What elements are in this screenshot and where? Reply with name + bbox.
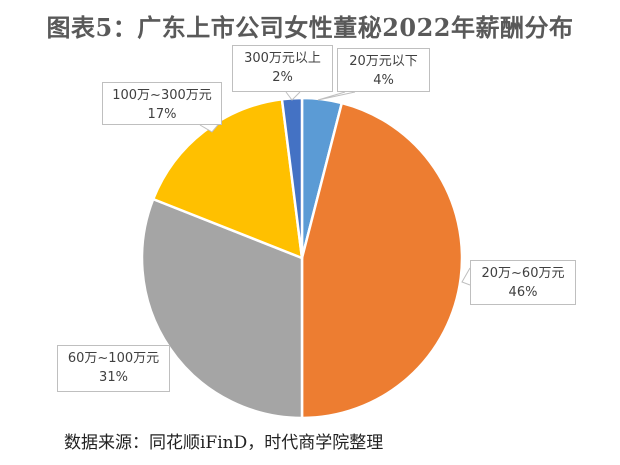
label-pct: 4% (373, 73, 394, 88)
label-pct: 31% (99, 370, 128, 385)
pie-slice-3 (151, 98, 304, 260)
label-pct: 46% (508, 285, 538, 300)
pointer-under20 (317, 91, 356, 101)
pie-slices (140, 96, 464, 420)
pointer-20to60 (461, 267, 471, 286)
label-pct: 17% (147, 107, 177, 122)
label-name: 60万~100万元 (67, 351, 160, 366)
data-label-60to100: 60万~100万元 31% (57, 345, 170, 392)
label-name: 100万~300万元 (112, 88, 212, 103)
pie-slice-1 (300, 101, 464, 420)
data-label-100to300: 100万~300万元 17% (102, 82, 222, 125)
chart-title: 图表5：广东上市公司女性董秘2022年薪酬分布 (46, 13, 574, 42)
label-pct: 2% (272, 70, 293, 85)
label-name: 300万元以上 (244, 51, 321, 66)
source-note: 数据来源：同花顺iFinD，时代商学院整理 (64, 433, 384, 453)
data-label-300plus: 300万元以上 2% (232, 45, 333, 92)
label-name: 20万~60万元 (481, 266, 565, 281)
data-label-under20: 20万元以下 4% (337, 48, 430, 92)
data-label-20to60: 20万~60万元 46% (470, 260, 576, 305)
pointer-300plus (285, 91, 301, 101)
label-name: 20万元以下 (349, 54, 418, 69)
